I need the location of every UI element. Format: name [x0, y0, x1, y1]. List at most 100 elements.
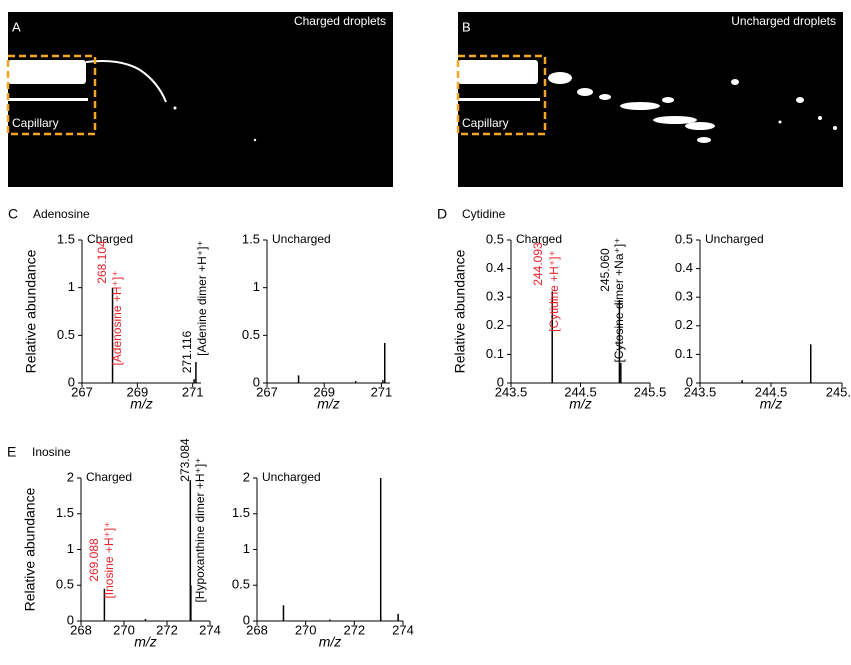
y-tick-label: 0.2 — [486, 317, 504, 332]
y-tick-label: 2 — [67, 469, 74, 484]
droplet — [253, 138, 257, 142]
x-tick-label: 274 — [199, 622, 221, 637]
y-tick-label: 0.5 — [242, 327, 260, 342]
x-tick-label: 243.5 — [495, 384, 528, 399]
y-tick-label: 0.1 — [486, 346, 504, 361]
caption: Charged droplets — [294, 14, 386, 28]
inset-label: Capillary — [462, 116, 509, 130]
y-tick-label: 0 — [243, 612, 250, 627]
x-tick-label: 271 — [182, 384, 204, 399]
inset-label: Capillary — [12, 116, 59, 130]
x-tick-label: 268 — [70, 622, 92, 637]
y-tick-label: 1 — [243, 541, 250, 556]
y-tick-label: 0 — [686, 374, 693, 389]
y-tick-label: 0.5 — [56, 577, 74, 592]
y-tick-label: 0 — [497, 374, 504, 389]
y-tick-label: 1.5 — [57, 231, 75, 246]
compound-name: Inosine — [32, 445, 71, 459]
peak-annotation: 245.060 — [598, 248, 612, 292]
x-axis-label: m/z — [317, 396, 340, 412]
x-tick-label: 268 — [246, 622, 268, 637]
y-tick-label: 1.5 — [242, 231, 260, 246]
jet — [85, 60, 167, 103]
peak-annotation: [Cytidine +H⁺]⁺ — [547, 250, 561, 332]
x-axis-label: m/z — [569, 396, 592, 412]
x-tick-label: 245.5 — [826, 384, 851, 399]
x-axis-label: m/z — [319, 634, 342, 650]
x-axis-label: m/z — [760, 396, 783, 412]
y-axis-label: Relative abundance — [22, 487, 38, 611]
spectrum-chart: E Inosine Relative abundance Charged m/z 0 0.5… — [7, 438, 221, 650]
y-axis-label: Relative abundance — [23, 249, 39, 373]
y-tick-label: 0 — [253, 374, 260, 389]
peak-annotation: 271.116 — [180, 330, 194, 373]
x-tick-label: 244.5 — [564, 384, 597, 399]
image-a: A Charged droplets Capillary — [6, 12, 393, 187]
capillary-inner — [458, 98, 540, 101]
y-tick-label: 0.5 — [675, 231, 693, 246]
y-tick-label: 0.5 — [57, 327, 75, 342]
x-tick-label: 243.5 — [684, 384, 717, 399]
peak-annotation: [Cytosine dimer +Na⁺]⁺ — [612, 237, 626, 362]
x-tick-label: 267 — [71, 384, 93, 399]
chart-title: Uncharged — [272, 232, 331, 246]
spectrum-chart: Uncharged m/z 0 0.5 1 1.5 267 269 271 — [242, 231, 392, 411]
y-tick-label: 0 — [68, 374, 75, 389]
caption: Uncharged droplets — [731, 14, 836, 28]
x-axis-label: m/z — [134, 634, 157, 650]
peak-annotation: [Adenosine +H⁺]⁺ — [110, 270, 124, 365]
panel-letter: E — [7, 444, 16, 460]
panel-letter: B — [462, 19, 471, 34]
peak-annotation: 268.104 — [95, 240, 109, 284]
y-tick-label: 0.2 — [675, 317, 693, 332]
x-tick-label: 270 — [295, 622, 317, 637]
y-tick-label: 0.5 — [232, 577, 250, 592]
x-axis-label: m/z — [130, 396, 153, 412]
x-tick-label: 271 — [371, 384, 393, 399]
y-tick-label: 0.3 — [486, 289, 504, 304]
x-tick-label: 267 — [256, 384, 278, 399]
inset-box — [456, 54, 547, 136]
x-tick-label: 272 — [156, 622, 178, 637]
peak-annotation: 273.084 — [178, 438, 192, 482]
capillary-inner — [8, 98, 88, 101]
panel-letter: D — [437, 206, 447, 222]
inset-box — [6, 54, 97, 136]
y-tick-label: 1 — [253, 279, 260, 294]
x-tick-label: 272 — [343, 622, 365, 637]
peak-annotation: [Hypoxanthine dimer +H⁺]⁺ — [193, 457, 207, 602]
image-b: B Uncharged droplets Capillary — [456, 12, 843, 187]
droplet — [173, 106, 177, 110]
x-tick-label: 245.5 — [634, 384, 667, 399]
peak-annotation: 269.088 — [87, 538, 101, 582]
spectrum-chart: Uncharged m/z 0 0.1 0.2 0.3 0.4 0.5 243.5 244.5 24… — [675, 231, 851, 411]
compound-name: Adenosine — [33, 207, 90, 221]
y-tick-label: 0.4 — [675, 260, 693, 275]
chart-title: Charged — [86, 470, 132, 484]
x-tick-label: 269 — [313, 384, 335, 399]
y-tick-label: 1 — [68, 279, 75, 294]
y-tick-label: 0.4 — [486, 260, 504, 275]
chart-title: Uncharged — [705, 232, 764, 246]
spectrum-chart: C Adenosine Relative abundance Charged m/z 0 0… — [8, 206, 209, 412]
y-tick-label: 2 — [243, 469, 250, 484]
x-tick-label: 270 — [113, 622, 135, 637]
compound-name: Cytidine — [462, 207, 506, 221]
y-tick-label: 0.5 — [486, 231, 504, 246]
droplets — [548, 72, 837, 143]
chart-title: Charged — [516, 232, 562, 246]
chart-title: Charged — [87, 232, 133, 246]
spectrum-chart: Uncharged m/z 0 0.5 1 1.5 2 268 270 272 274 — [232, 469, 414, 649]
capillary — [458, 60, 538, 84]
panel-letter: A — [12, 19, 21, 34]
peak-annotation: [Inosine +H⁺]⁺ — [102, 521, 116, 598]
x-tick-label: 244.5 — [755, 384, 788, 399]
y-tick-label: 1.5 — [56, 505, 74, 520]
y-tick-label: 0.3 — [675, 289, 693, 304]
x-tick-label: 274 — [392, 622, 414, 637]
chart-title: Uncharged — [262, 470, 321, 484]
y-axis-label: Relative abundance — [452, 249, 468, 373]
y-tick-label: 1.5 — [232, 505, 250, 520]
panel-letter: C — [8, 206, 18, 222]
y-tick-label: 0.1 — [675, 346, 693, 361]
